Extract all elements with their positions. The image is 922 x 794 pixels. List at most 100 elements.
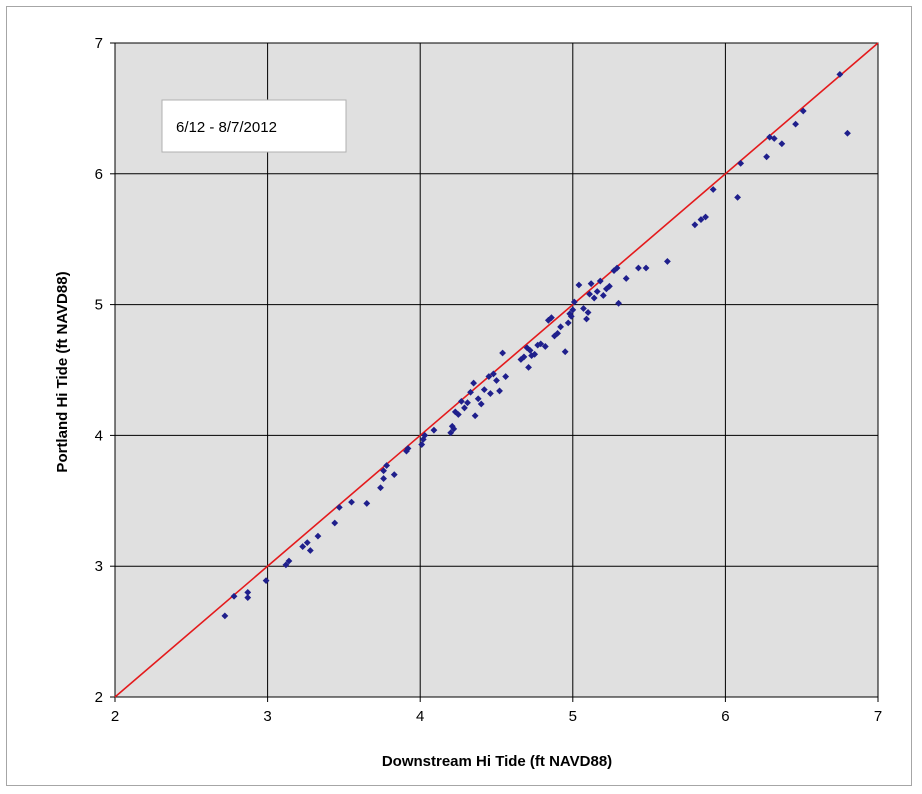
data-point bbox=[418, 441, 426, 448]
data-point bbox=[430, 426, 438, 434]
data-point bbox=[467, 388, 474, 396]
data-point bbox=[557, 323, 564, 331]
data-point bbox=[499, 349, 507, 357]
data-point bbox=[244, 588, 252, 596]
data-point bbox=[691, 221, 699, 229]
annotation-text: 6/12 - 8/7/2012 bbox=[176, 119, 277, 136]
data-point bbox=[477, 400, 485, 408]
data-point bbox=[778, 140, 786, 148]
data-point bbox=[377, 484, 384, 492]
data-point bbox=[792, 120, 799, 128]
data-point bbox=[331, 519, 339, 527]
data-point bbox=[450, 425, 458, 433]
gridlines bbox=[114, 42, 879, 698]
data-point bbox=[551, 332, 558, 340]
data-point bbox=[575, 281, 583, 289]
data-point bbox=[584, 309, 592, 316]
data-point bbox=[799, 107, 807, 115]
data-point bbox=[303, 539, 311, 547]
data-point bbox=[569, 306, 577, 314]
data-point bbox=[564, 319, 572, 327]
data-point bbox=[635, 264, 642, 272]
data-point bbox=[221, 612, 229, 620]
data-point bbox=[702, 213, 709, 221]
reference-line bbox=[114, 42, 879, 698]
data-point bbox=[454, 411, 462, 418]
x-tick-label: 2 bbox=[111, 708, 119, 725]
data-point bbox=[613, 264, 621, 272]
data-point bbox=[383, 462, 391, 469]
data-point bbox=[554, 329, 561, 337]
data-point bbox=[474, 395, 482, 403]
data-point bbox=[763, 153, 771, 161]
data-point bbox=[548, 314, 555, 322]
data-point bbox=[458, 397, 465, 405]
data-point bbox=[404, 445, 412, 452]
data-point bbox=[314, 532, 322, 540]
y-tick-label: 7 bbox=[95, 35, 103, 52]
data-point bbox=[470, 379, 478, 387]
data-point bbox=[561, 348, 569, 356]
data-point bbox=[244, 594, 252, 601]
data-point bbox=[363, 500, 371, 507]
data-point bbox=[590, 294, 598, 302]
data-point bbox=[390, 471, 398, 479]
data-point bbox=[526, 346, 534, 354]
data-point bbox=[599, 292, 607, 299]
data-point bbox=[615, 299, 622, 307]
y-axis-title: Portland Hi Tide (ft NAVD88) bbox=[54, 271, 71, 472]
data-point bbox=[844, 129, 851, 137]
data-point bbox=[766, 133, 774, 141]
data-point bbox=[596, 277, 604, 285]
y-tick-label: 3 bbox=[95, 558, 103, 575]
data-point bbox=[299, 543, 307, 550]
data-point bbox=[485, 373, 493, 380]
data-point bbox=[447, 429, 455, 437]
data-point bbox=[486, 390, 494, 397]
data-point bbox=[348, 498, 355, 506]
y-tick-label: 6 bbox=[95, 166, 103, 183]
x-axis-title: Downstream Hi Tide (ft NAVD88) bbox=[382, 753, 612, 770]
data-point bbox=[537, 340, 545, 348]
data-point bbox=[734, 193, 742, 201]
data-point bbox=[380, 467, 387, 475]
data-point bbox=[580, 305, 587, 312]
data-point bbox=[664, 258, 671, 265]
data-point bbox=[480, 386, 488, 394]
data-point bbox=[421, 432, 429, 439]
data-point bbox=[380, 475, 387, 482]
data-points bbox=[221, 70, 851, 620]
data-point bbox=[335, 503, 343, 511]
y-tick-label: 5 bbox=[95, 297, 103, 314]
reference-line-group bbox=[114, 42, 879, 698]
data-point bbox=[770, 135, 778, 142]
data-point bbox=[541, 343, 549, 350]
y-tick-label: 2 bbox=[95, 689, 103, 706]
annotation-box: 6/12 - 8/7/2012 bbox=[161, 99, 347, 153]
x-tick-label: 3 bbox=[263, 708, 271, 725]
data-point bbox=[262, 577, 270, 584]
data-point bbox=[531, 350, 539, 358]
data-point bbox=[586, 290, 593, 298]
data-point bbox=[583, 315, 590, 323]
data-point bbox=[285, 557, 293, 565]
x-tick-label: 7 bbox=[874, 708, 882, 725]
data-point bbox=[525, 363, 532, 371]
data-point bbox=[490, 370, 497, 378]
data-point bbox=[282, 561, 290, 569]
data-point bbox=[464, 399, 471, 407]
data-point bbox=[570, 298, 578, 306]
data-point bbox=[306, 547, 314, 554]
data-point bbox=[642, 264, 650, 272]
data-point bbox=[520, 353, 528, 361]
data-point bbox=[836, 70, 844, 78]
data-point bbox=[567, 312, 575, 320]
data-point bbox=[230, 592, 238, 600]
data-point bbox=[502, 373, 510, 380]
tick-labels: 2 3 4 5 6 7 2 3 4 5 6 7 bbox=[95, 35, 883, 725]
data-point bbox=[737, 159, 745, 167]
data-point bbox=[622, 275, 630, 282]
x-tick-label: 4 bbox=[416, 708, 424, 725]
data-point bbox=[461, 404, 468, 412]
